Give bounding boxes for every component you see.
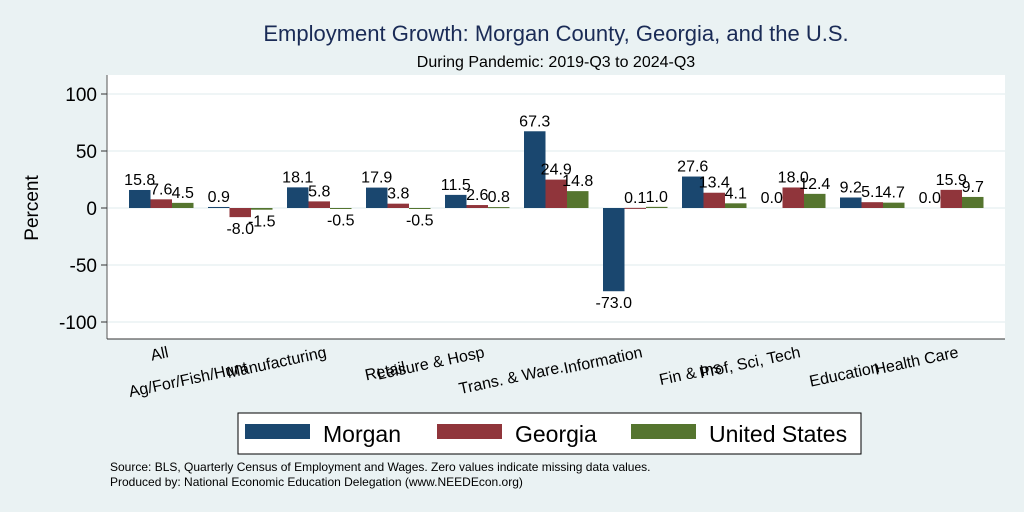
data-label: 9.7 [962,179,984,196]
data-label: 13.4 [699,175,730,192]
data-label: 24.9 [541,162,572,179]
data-label: 0.8 [488,189,510,206]
data-label: 3.8 [387,186,409,203]
data-label: -0.5 [327,213,355,230]
data-label: 4.5 [172,185,194,202]
bar-morgan [208,206,230,208]
category-label: Manufacturing [225,344,328,382]
data-label: 0.0 [761,190,783,207]
data-label: 18.1 [282,169,313,186]
legend-label: Morgan [323,421,401,447]
data-label: 4.7 [883,185,905,202]
bar-united-states [251,208,273,210]
category-label: Information [562,344,644,377]
data-label: 5.1 [861,184,883,201]
bar-united-states [804,193,826,208]
legend-swatch-georgia [437,424,502,439]
bar-united-states [330,208,352,209]
bar-georgia [940,189,962,208]
y-tick-label: 100 [65,85,97,106]
data-label: 14.8 [562,173,593,190]
legend-label: Georgia [515,421,597,447]
data-label: 1.0 [646,189,668,206]
bar-georgia [703,192,725,208]
bar-georgia [150,199,172,208]
bar-morgan [366,187,388,208]
bar-georgia [545,179,567,208]
chart-subtitle: During Pandemic: 2019-Q3 to 2024-Q3 [417,54,695,71]
data-label: 2.6 [466,187,488,204]
y-tick-label: -50 [70,256,97,277]
bar-morgan [287,187,309,208]
data-label: 11.5 [441,177,471,194]
bar-georgia [387,203,409,208]
data-label: 15.9 [936,172,967,189]
legend: Morgan Georgia United States [237,412,862,455]
data-label: -73.0 [596,295,633,312]
legend-swatch-united-states [631,424,696,439]
produced-by-note: Produced by: National Economic Education… [110,475,523,489]
y-axis-label: Percent [22,175,43,241]
y-ticks: 100 50 0 -50 -100 [59,85,107,334]
bar-georgia [624,207,646,209]
source-note: Source: BLS, Quarterly Census of Employm… [110,460,650,474]
data-label: 0.1 [624,190,646,207]
data-label: 0.0 [919,190,941,207]
y-tick-label: -100 [59,313,97,334]
bar-georgia [229,208,251,218]
bar-united-states [646,206,668,208]
data-label: 27.6 [677,159,708,176]
data-label: -8.0 [226,221,254,238]
data-label: 12.4 [799,176,830,193]
bar-united-states [725,203,747,208]
y-tick-label: 0 [86,199,97,220]
data-label: -1.5 [248,214,276,231]
bar-morgan [129,189,151,208]
bar-united-states [567,191,589,208]
data-labels: 15.87.6 4.5 0.9 -8.0-1.5 18.15.8 -0.5 17.93.8 -… [124,113,984,312]
bar-georgia [308,201,330,208]
legend-label: United States [709,421,847,447]
bar-morgan [840,197,862,208]
category-label: Prof, Sci, Tech [698,344,802,382]
category-label: All [149,344,170,364]
bar-georgia [782,187,804,208]
data-label: 15.8 [124,172,155,189]
bar-morgan [524,131,546,208]
category-label: Trans. & Ware. [457,359,565,398]
category-label: Education [808,359,881,390]
data-label: -0.5 [406,213,434,230]
category-label: Leisure & Hosp [376,344,487,383]
bar-united-states [172,202,194,208]
data-label: 17.9 [361,170,392,187]
bar-morgan [682,176,704,208]
bar-morgan [603,208,625,292]
bars [129,131,984,292]
bar-morgan [445,194,467,208]
legend-box [237,412,862,455]
legend-swatch-morgan [245,424,310,439]
data-label: 0.9 [208,189,230,206]
bar-united-states [883,202,905,208]
data-label: 4.1 [725,185,747,202]
bar-georgia [861,202,883,208]
bar-united-states [409,208,431,209]
y-tick-label: 50 [76,142,97,163]
data-label: 5.8 [308,183,330,200]
bar-georgia [466,205,488,208]
bar-united-states [488,207,510,209]
data-label: 18.0 [778,169,809,186]
chart-title: Employment Growth: Morgan County, Georgi… [263,21,848,46]
category-label: Health Care [873,344,960,378]
data-label: 9.2 [840,180,862,197]
bar-united-states [962,196,984,208]
data-label: 67.3 [519,113,550,130]
data-label: 7.6 [150,181,172,198]
